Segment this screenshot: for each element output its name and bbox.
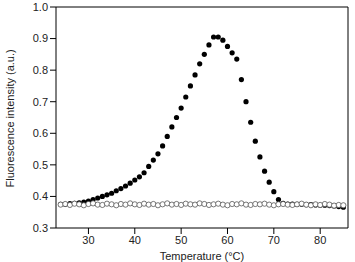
svg-text:Temperature (°C): Temperature (°C) bbox=[160, 250, 244, 262]
svg-text:0.5: 0.5 bbox=[33, 159, 48, 171]
svg-text:0.7: 0.7 bbox=[33, 96, 48, 108]
svg-text:0.4: 0.4 bbox=[33, 190, 48, 202]
svg-text:70: 70 bbox=[268, 234, 280, 246]
svg-text:50: 50 bbox=[175, 234, 187, 246]
svg-text:80: 80 bbox=[314, 234, 326, 246]
svg-text:0.6: 0.6 bbox=[33, 127, 48, 139]
svg-text:30: 30 bbox=[82, 234, 94, 246]
svg-text:40: 40 bbox=[129, 234, 141, 246]
svg-text:0.9: 0.9 bbox=[33, 32, 48, 44]
svg-text:0.8: 0.8 bbox=[33, 64, 48, 76]
svg-text:Fluorescence intensity (a.u.): Fluorescence intensity (a.u.) bbox=[8, 49, 16, 187]
svg-text:1.0: 1.0 bbox=[33, 1, 48, 13]
svg-text:60: 60 bbox=[221, 234, 233, 246]
svg-text:0.3: 0.3 bbox=[33, 222, 48, 234]
